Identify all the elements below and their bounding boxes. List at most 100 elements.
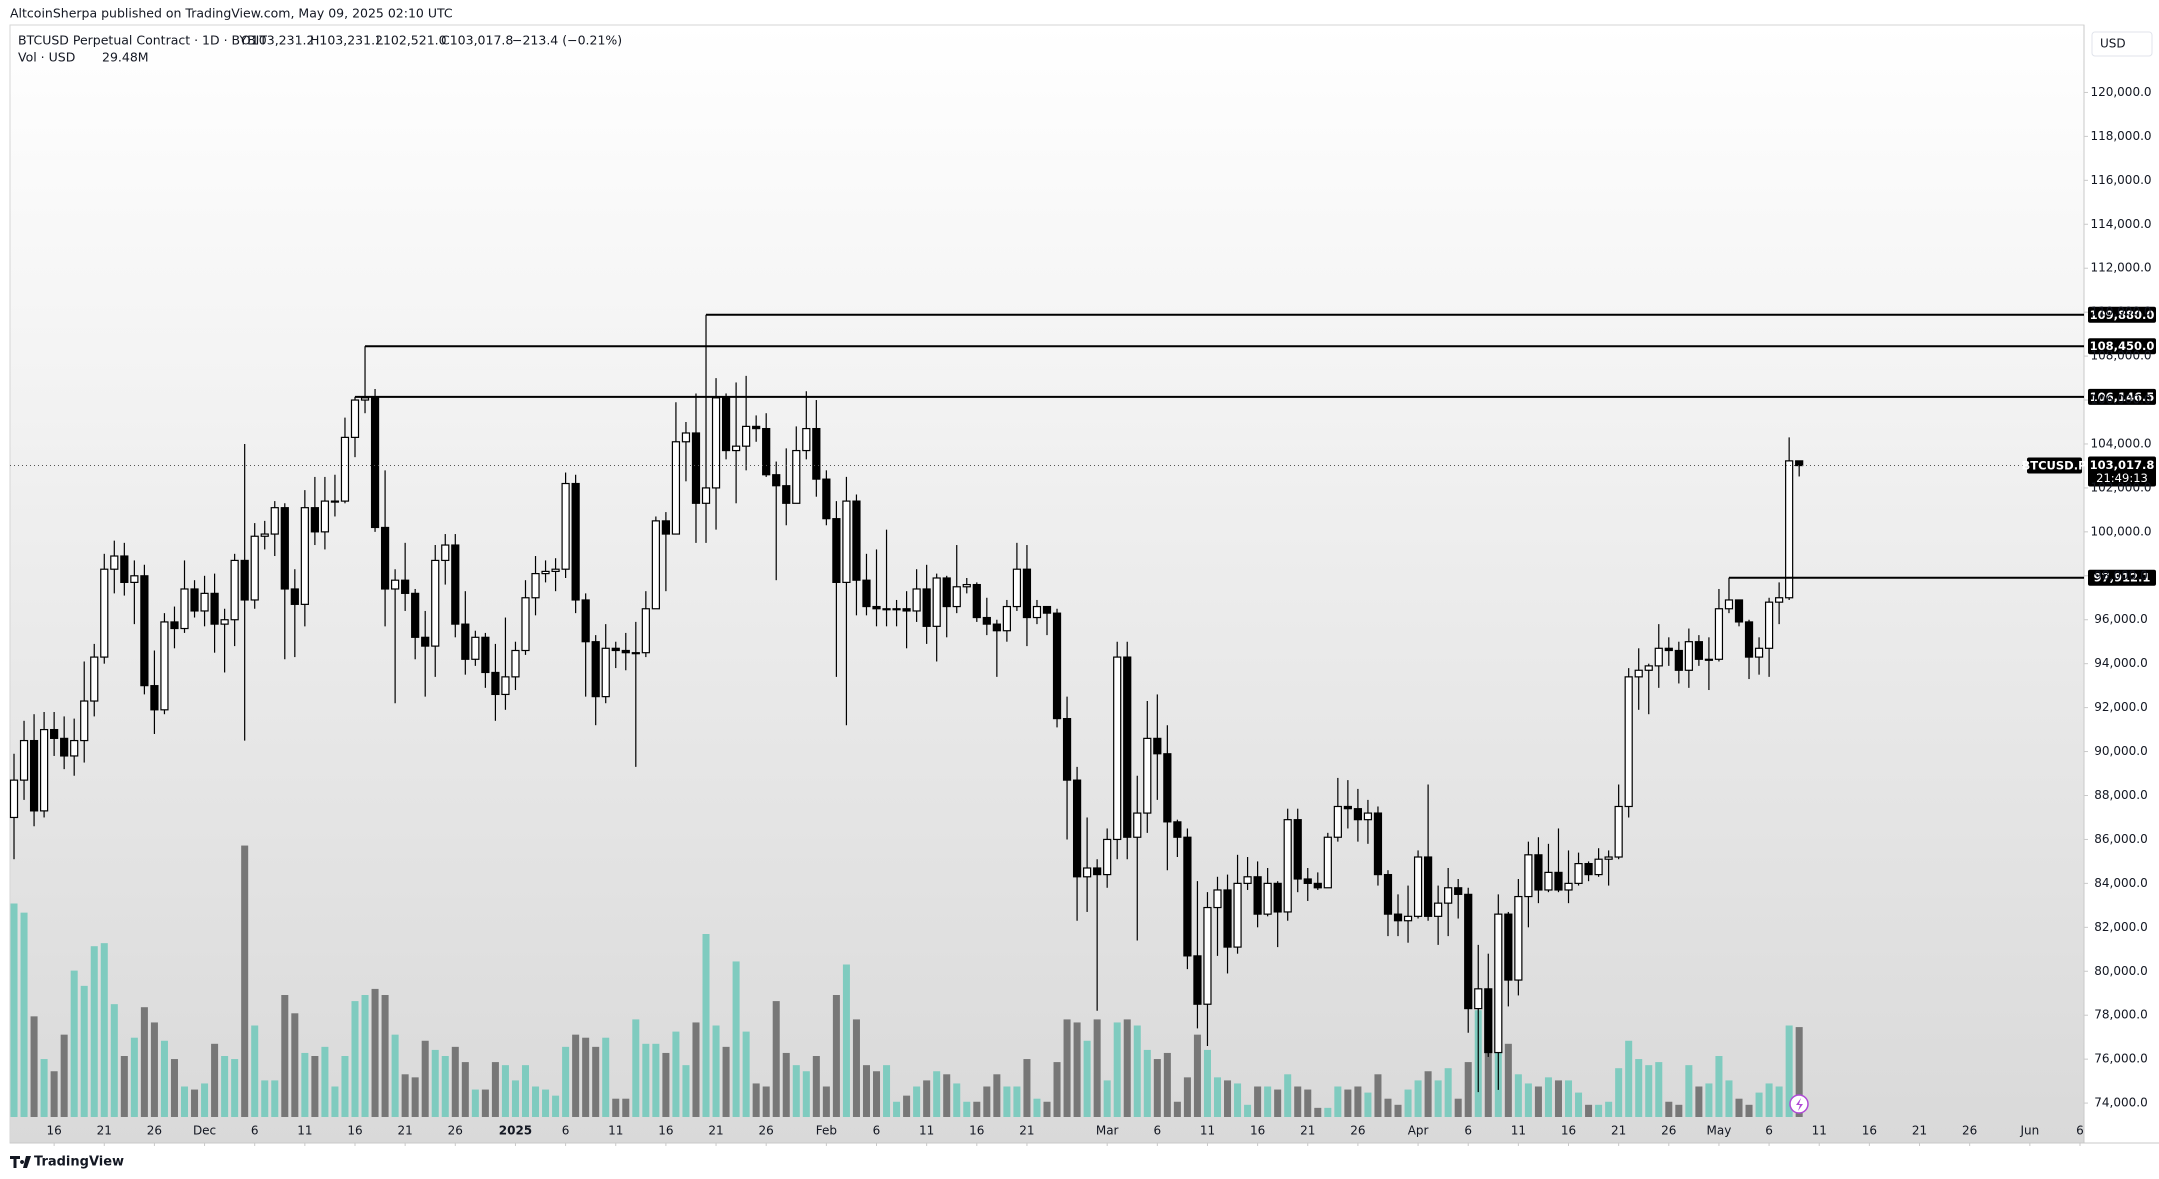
volume-bar — [923, 1080, 931, 1117]
y-tick-label: 88,000.0 — [2094, 788, 2147, 802]
volume-bar — [471, 1089, 479, 1117]
candle-body — [701, 487, 711, 504]
x-tick-label: 26 — [147, 1124, 162, 1138]
candle-body — [1153, 737, 1162, 755]
candle-body — [461, 623, 470, 660]
brand-name: TradingView — [34, 1155, 124, 1170]
candle-body — [511, 649, 520, 678]
candle-body — [691, 432, 701, 504]
candle-body — [190, 588, 199, 612]
candle-body — [932, 577, 941, 627]
candle-body — [1233, 882, 1242, 948]
volume-bar — [1534, 1086, 1542, 1117]
candle-body — [80, 700, 89, 742]
candle-body — [852, 500, 861, 581]
y-tick-label: 92,000.0 — [2094, 700, 2147, 714]
candle-body — [1163, 753, 1172, 823]
candle-body — [1785, 460, 1794, 599]
x-tick-label: 16 — [347, 1124, 362, 1138]
volume-bar — [1564, 1080, 1573, 1117]
candle-body — [1133, 812, 1142, 838]
candle-body — [19, 739, 29, 781]
candle-body — [320, 500, 330, 533]
volume-bar — [191, 1089, 199, 1117]
candle-body — [1744, 621, 1754, 658]
volume-bar — [371, 988, 379, 1117]
volume-bar — [732, 961, 740, 1117]
candle-body — [1293, 819, 1302, 880]
volume-bar — [592, 1046, 600, 1117]
volume-bar — [1244, 1104, 1252, 1117]
candle-body — [90, 656, 99, 702]
candle-body — [1764, 601, 1774, 649]
x-tick-label: 21 — [97, 1124, 112, 1138]
x-tick-label: 21 — [1912, 1124, 1927, 1138]
candle-body — [50, 728, 59, 739]
candle-body — [1403, 915, 1413, 922]
candle-body — [982, 616, 991, 625]
volume-bar — [1605, 1101, 1613, 1117]
volume-bar — [491, 1062, 499, 1117]
candle-body — [1504, 913, 1513, 981]
candle-body — [661, 520, 671, 535]
volume-bar — [933, 1071, 941, 1117]
volume-bar — [1153, 1059, 1161, 1117]
volume-bar — [341, 1056, 349, 1117]
volume-bar — [401, 1074, 409, 1117]
candle-body — [1704, 658, 1714, 661]
volume-bar — [261, 1080, 269, 1117]
candle-body — [711, 397, 721, 489]
candle-body — [1263, 882, 1272, 915]
volume-bar — [1063, 1019, 1071, 1117]
candle-body — [270, 507, 279, 535]
candle-body — [260, 533, 269, 537]
volume-bar — [1695, 1086, 1703, 1117]
x-tick-label: 6 — [562, 1124, 570, 1138]
candle-body — [802, 427, 811, 452]
volume-bar — [1193, 1034, 1201, 1117]
currency-button[interactable] — [2091, 31, 2153, 57]
candle-body — [1754, 647, 1764, 658]
candle-body — [1323, 836, 1332, 889]
volume-bar — [792, 1065, 800, 1117]
candle-body — [1434, 902, 1443, 917]
y-tick-label: 84,000.0 — [2094, 876, 2147, 890]
y-tick-label: 106,000.0 — [2090, 393, 2151, 407]
volume-bar — [1504, 1043, 1512, 1117]
candle-body — [551, 568, 560, 573]
candle-body — [39, 728, 49, 812]
volume-bar — [331, 1086, 339, 1117]
volume-bar — [993, 1074, 1001, 1117]
candle-body — [1223, 889, 1232, 948]
volume-bar — [672, 1031, 680, 1117]
volume-bar — [542, 1089, 550, 1117]
volume-bar — [742, 1031, 750, 1117]
candle-body — [210, 592, 219, 625]
candle-body — [180, 588, 189, 630]
candle-body — [70, 739, 79, 757]
candle-body — [1183, 836, 1192, 957]
volume-bar — [321, 1046, 329, 1117]
candle-body — [310, 507, 319, 533]
candle-body — [1564, 882, 1573, 891]
candle-body — [1584, 863, 1593, 876]
volume-bar — [201, 1083, 209, 1117]
symbol-label: BTCUSD Perpetual Contract · 1D · BYBIT — [18, 33, 267, 48]
volume-bar — [20, 912, 28, 1117]
candle-body — [1093, 867, 1102, 876]
close-label: C103,017.8 — [441, 33, 513, 48]
volume-bar — [1133, 1025, 1141, 1117]
candle-body — [812, 427, 821, 480]
volume-bar — [1755, 1092, 1763, 1117]
candle-body — [1624, 676, 1633, 808]
level-label: 109,880.0 — [2090, 308, 2155, 322]
candle-body — [1714, 608, 1724, 660]
overlay-layer: 109,880.0 108,450.0 106,146.5 97,912.1 BTCUS… — [10, 306, 2156, 586]
candle-body — [1283, 819, 1292, 913]
candle-body — [1022, 568, 1032, 619]
last-price-symbol-tag — [2027, 457, 2082, 474]
volume-bar — [221, 1056, 229, 1117]
volume-bar — [1444, 1068, 1452, 1117]
candle-body — [1664, 647, 1673, 652]
